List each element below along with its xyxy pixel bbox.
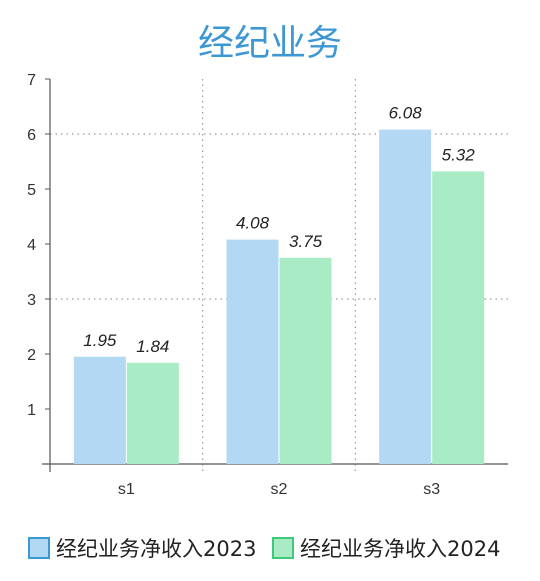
label-layer: 1.95 1.84 4.08 3.75 6.08 5.32 <box>83 104 475 356</box>
bar-s1-series-2[interactable] <box>126 362 179 464</box>
data-label-s1-series-2: 1.84 <box>136 337 169 356</box>
bar-layer <box>73 129 485 464</box>
y-tick-label-1: 1 <box>27 402 36 419</box>
data-label-s2-series-1: 4.08 <box>236 214 270 233</box>
legend-item-2024[interactable]: 经纪业务净收入2024 <box>272 530 500 566</box>
bar-s3-series-1[interactable] <box>379 129 432 464</box>
data-label-s3-series-2: 5.32 <box>442 145 476 164</box>
legend-label-2023: 经纪业务净收入2023 <box>56 537 257 561</box>
bar-chart: 1 2 3 4 5 6 7 s1 s2 s3 1.95 1.84 4.08 3.75 6.08 5.32 <box>27 72 508 498</box>
x-tick-label-s1: s1 <box>118 481 135 498</box>
bar-s2-series-1[interactable] <box>226 239 279 464</box>
y-tick-label-4: 4 <box>27 237 36 254</box>
legend-label-2024: 经纪业务净收入2024 <box>300 537 501 561</box>
y-tick-label-7: 7 <box>27 72 36 89</box>
chart-title: 经纪业务 <box>197 23 342 64</box>
legend-swatch-2023 <box>28 537 50 559</box>
legend-swatch-2024 <box>272 537 294 559</box>
legend: 经纪业务净收入2023 经纪业务净收入2024 <box>0 530 540 566</box>
y-tick-label-2: 2 <box>27 347 36 364</box>
y-tick-label-6: 6 <box>27 127 36 144</box>
legend-item-2023[interactable]: 经纪业务净收入2023 <box>28 530 256 566</box>
y-tick-label-3: 3 <box>27 292 36 309</box>
bar-s1-series-1[interactable] <box>73 356 126 464</box>
y-tick-label-5: 5 <box>27 182 36 199</box>
x-tick-label-s3: s3 <box>423 481 440 498</box>
x-tick-label-s2: s2 <box>271 481 288 498</box>
data-label-s2-series-2: 3.75 <box>289 232 323 251</box>
bar-s3-series-2[interactable] <box>432 171 485 464</box>
data-label-s3-series-1: 6.08 <box>389 104 423 123</box>
data-label-s1-series-1: 1.95 <box>83 331 117 350</box>
bar-s2-series-2[interactable] <box>279 257 332 464</box>
